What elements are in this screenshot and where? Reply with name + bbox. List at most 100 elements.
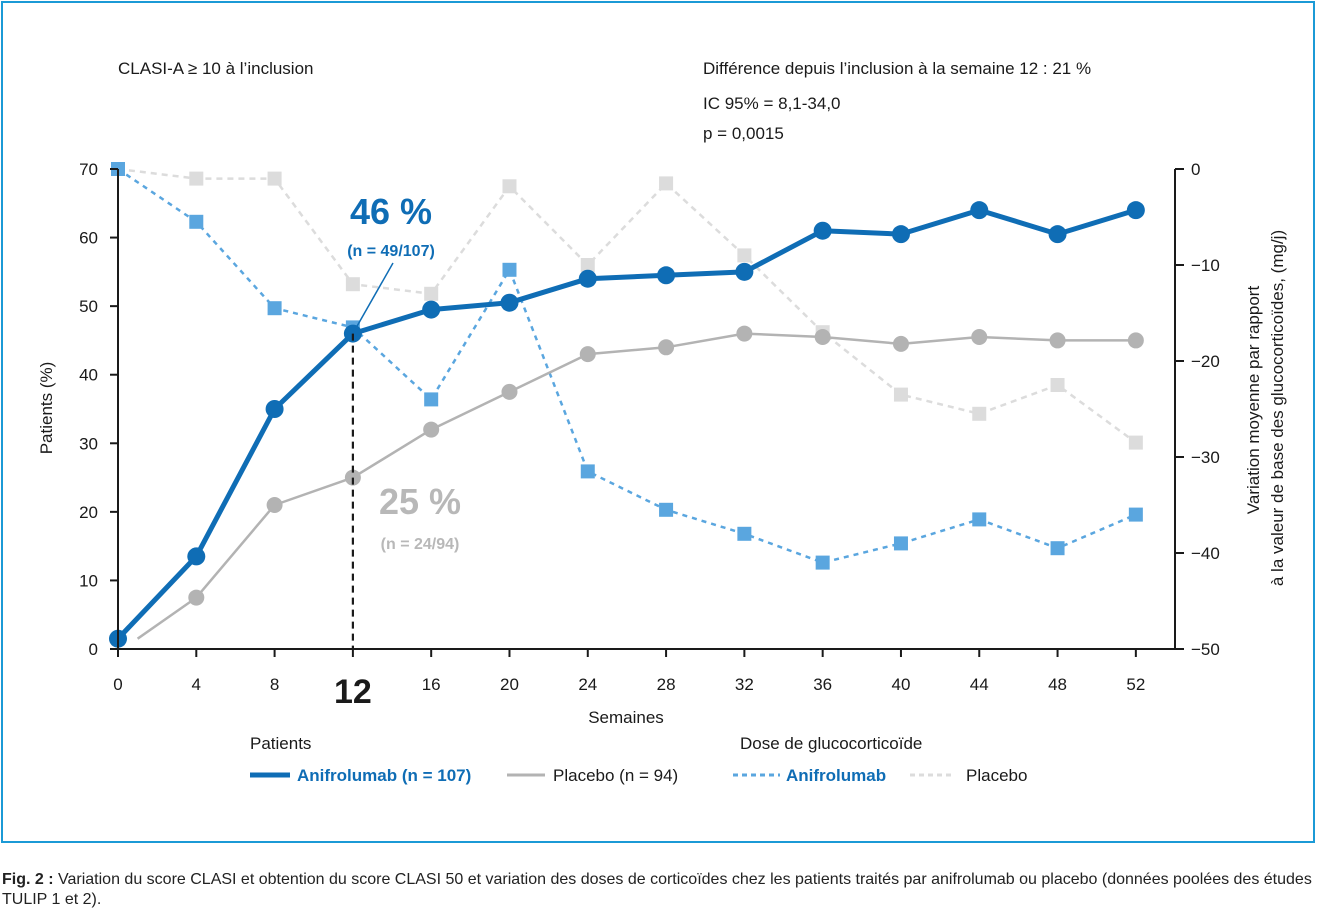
dose-placebo-point [502,179,517,194]
y-tick-label: 20 [79,503,98,522]
x-axis-label: Semaines [588,708,664,727]
y2-axis-label-line2: à la valeur de base des glucocorticoïdes… [1268,230,1287,586]
dose-placebo-point [893,387,908,402]
caption-text: Variation du score CLASI et obtention du… [2,871,1312,908]
placebo-point [188,589,205,606]
y2-tick-label: 0 [1191,160,1200,179]
legend-label-anifrolumab: Anifrolumab (n = 107) [297,766,471,785]
anifrolumab-point [1048,225,1067,244]
figure-caption: Fig. 2 : Variation du score CLASI et obt… [2,870,1314,910]
placebo-percent-callout: 25 % [379,481,461,522]
x-tick-label: 48 [1048,675,1067,694]
x-tick-label-week-12: 12 [334,673,372,711]
anifrolumab-point [1126,201,1145,220]
x-tick-label: 8 [270,675,279,694]
x-tick-label: 52 [1126,675,1145,694]
dose-placebo-point [737,248,752,263]
x-tick-label: 0 [113,675,122,694]
anifrolumab-point [891,225,910,244]
y2-tick-label: −50 [1191,640,1220,659]
x-tick-label: 4 [192,675,201,694]
dose-anifrolumab-point [580,464,595,479]
legend-label-dose-placebo: Placebo [966,766,1027,785]
series-anifrolumab [109,201,1145,648]
placebo-point [423,421,440,438]
dose-anifrolumab-point [1050,541,1065,556]
y2-tick-label: −10 [1191,256,1220,275]
anifrolumab-point [970,201,989,220]
anifrolumab-point [657,266,676,285]
legend-label-dose-anifrolumab: Anifrolumab [786,766,886,785]
dose-placebo-point [580,258,595,272]
x-tick-label: 36 [813,675,832,694]
placebo-point [579,346,596,363]
x-tick-label: 32 [735,675,754,694]
header-pvalue: p = 0,0015 [703,124,784,143]
placebo-point [266,497,283,513]
anifrolumab-point [187,547,206,566]
anifrolumab-point [813,221,832,240]
placebo-point [1127,332,1144,349]
y-tick-label: 60 [79,229,98,248]
legend-label-placebo: Placebo (n = 94) [553,766,678,785]
series-dose-anifrolumab [111,162,1143,570]
dose-placebo-point [189,171,204,186]
placebo-n-callout: (n = 24/94) [381,536,460,553]
dose-placebo-point [267,171,282,186]
placebo-point [736,325,753,342]
header-ci: IC 95% = 8,1-34,0 [703,94,841,113]
x-tick-label: 24 [578,675,597,694]
placebo-point [501,383,518,400]
placebo-point [814,329,831,345]
dose-anifrolumab-point [424,392,439,407]
legend-dose-title: Dose de glucocorticoïde [740,734,922,753]
anifrolumab-point [735,262,754,281]
y2-tick-label: −20 [1191,352,1220,371]
dose-placebo-point [659,176,674,191]
dose-anifrolumab-point [189,214,204,229]
x-tick-label: 16 [422,675,441,694]
dose-placebo-point [1128,435,1143,450]
anifrolumab-point [422,300,441,319]
dose-placebo-point [345,277,360,292]
placebo-line [136,332,1136,640]
dose-anifrolumab-point [972,512,987,527]
x-tick-label: 40 [892,675,911,694]
x-tick-label: 28 [657,675,676,694]
series-dose-placebo [111,162,1143,450]
dose-placebo-point [1050,378,1065,392]
dose-placebo-line [117,167,1137,444]
x-tick-label: 44 [970,675,989,694]
figure-frame [1,1,1315,843]
dose-anifrolumab-point [659,502,674,517]
anifrolumab-point [500,293,519,312]
placebo-point [1049,332,1066,349]
callout-leader-line [355,262,394,329]
legend-patients-title: Patients [250,734,311,753]
y-tick-label: 70 [79,160,98,179]
header-difference: Différence depuis l’inclusion à la semai… [703,59,1091,78]
y2-axis-label-line1: Variation moyenne par rapport [1244,286,1263,515]
y-axis-label: Patients (%) [37,362,56,455]
y-tick-label: 30 [79,434,98,453]
anifrolumab-line [116,207,1137,641]
series-placebo [136,325,1144,640]
anifrolumab-point [265,400,284,418]
dose-placebo-point [424,286,439,301]
dose-anifrolumab-point [737,526,752,541]
y-tick-label: 40 [79,366,98,385]
anifrolumab-percent-callout: 46 % [350,191,432,232]
anifrolumab-n-callout: (n = 49/107) [347,243,435,260]
placebo-point [658,339,675,356]
placebo-point [971,329,988,345]
dose-anifrolumab-point [815,555,830,570]
y2-tick-label: −30 [1191,448,1220,467]
anifrolumab-point [578,269,597,288]
y-tick-label: 0 [89,640,98,659]
dose-anifrolumab-point [893,536,908,551]
dose-placebo-point [972,406,987,421]
y-tick-label: 50 [79,297,98,316]
y2-tick-label: −40 [1191,544,1220,563]
placebo-point [892,335,909,352]
